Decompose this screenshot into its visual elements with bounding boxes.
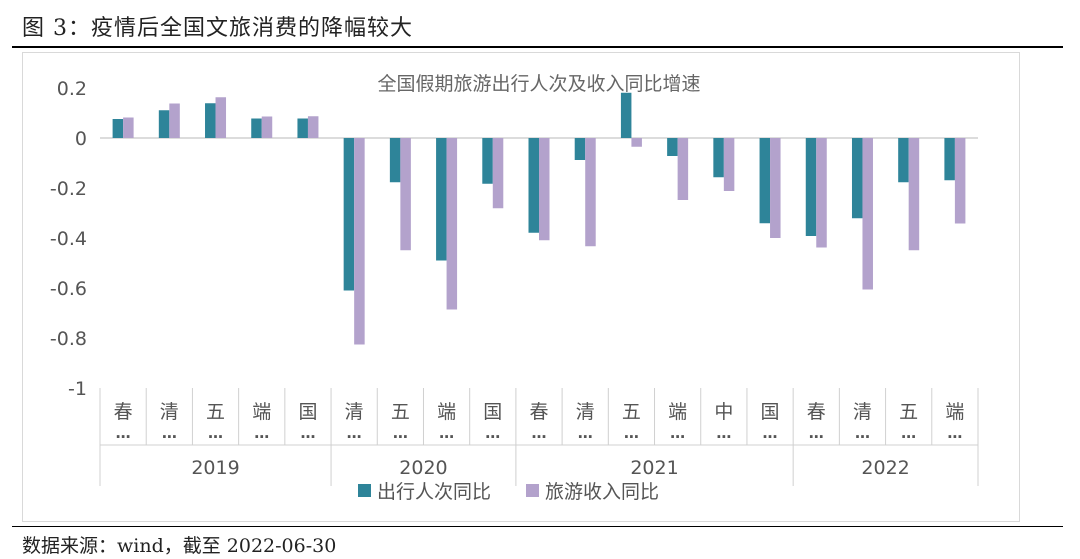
category-ellipsis: …	[855, 424, 870, 442]
category-label-6: 五	[391, 401, 410, 423]
y-tick-label: -0.8	[50, 328, 87, 350]
category-label-14: 国	[761, 401, 780, 423]
year-label-2022: 2022	[861, 457, 909, 479]
category-ellipsis: …	[670, 424, 685, 442]
bar-revenue-6	[400, 138, 411, 251]
category-ellipsis: …	[532, 424, 547, 442]
bar-revenue-5	[354, 138, 365, 345]
bar-travel-11	[620, 92, 632, 138]
bar-travel-12	[667, 138, 678, 156]
category-ellipsis: …	[809, 424, 824, 442]
y-tick-label: 0.2	[57, 78, 87, 100]
category-ellipsis: …	[578, 424, 593, 442]
category-label-16: 清	[853, 401, 872, 423]
legend-label-revenue: 旅游收入同比	[545, 481, 659, 503]
bar-revenue-9	[539, 138, 550, 241]
category-label-13: 中	[714, 401, 733, 423]
y-tick-label: -1	[68, 378, 87, 400]
bar-travel-3	[251, 118, 262, 138]
bar-travel-9	[528, 138, 539, 233]
bar-travel-1	[158, 110, 170, 138]
category-label-2: 五	[206, 401, 225, 423]
y-tick-label: -0.4	[50, 228, 87, 250]
bar-revenue-18	[954, 138, 966, 224]
category-label-11: 五	[622, 401, 641, 423]
bar-revenue-14	[770, 138, 781, 238]
legend-swatch-travel	[358, 484, 371, 497]
bar-revenue-1	[169, 103, 180, 138]
bar-travel-0	[112, 119, 124, 138]
category-ellipsis: …	[347, 424, 362, 442]
legend-label-travel: 出行人次同比	[377, 481, 491, 503]
category-ellipsis: …	[439, 424, 454, 442]
bar-travel-18	[944, 138, 955, 181]
bar-revenue-4	[307, 116, 319, 138]
bar-revenue-2	[215, 97, 227, 138]
category-label-12: 端	[668, 401, 687, 423]
category-ellipsis: …	[116, 424, 131, 442]
figure-title: 图 3：疫情后全国文旅消费的降幅较大	[22, 16, 413, 41]
category-ellipsis: …	[947, 424, 962, 442]
chart-panel	[22, 52, 1020, 522]
bar-revenue-0	[123, 117, 134, 138]
y-tick-label: 0	[75, 128, 87, 150]
bar-revenue-3	[261, 116, 273, 138]
category-ellipsis: …	[208, 424, 223, 442]
y-tick-label: -0.2	[50, 178, 87, 200]
bar-revenue-8	[492, 138, 504, 209]
bar-travel-17	[898, 138, 909, 183]
bar-travel-8	[482, 138, 493, 184]
category-ellipsis: …	[763, 424, 778, 442]
bar-revenue-15	[816, 138, 827, 248]
category-ellipsis: …	[300, 424, 315, 442]
bar-travel-7	[436, 138, 447, 261]
bar-revenue-10	[585, 138, 596, 247]
bar-travel-6	[389, 138, 401, 183]
category-label-0: 春	[114, 401, 133, 423]
legend-swatch-revenue	[526, 484, 539, 497]
category-ellipsis: …	[901, 424, 916, 442]
bar-revenue-17	[908, 138, 920, 251]
category-ellipsis: …	[485, 424, 500, 442]
category-label-8: 国	[483, 401, 502, 423]
year-label-2021: 2021	[630, 457, 678, 479]
top-rule	[12, 46, 1063, 48]
category-ellipsis: …	[624, 424, 639, 442]
bottom-rule	[12, 526, 1063, 527]
category-label-15: 春	[807, 401, 826, 423]
bar-travel-4	[297, 118, 308, 138]
category-label-9: 春	[529, 401, 548, 423]
chart-title: 全国假期旅游出行人次及收入同比增速	[377, 73, 700, 95]
category-label-3: 端	[252, 401, 271, 423]
category-label-7: 端	[437, 401, 456, 423]
y-tick-label: -0.6	[50, 278, 87, 300]
bar-travel-13	[713, 138, 724, 178]
category-label-1: 清	[160, 401, 179, 423]
bar-revenue-16	[862, 138, 873, 290]
bar-travel-14	[759, 138, 771, 224]
category-label-17: 五	[899, 401, 918, 423]
year-label-2020: 2020	[399, 457, 447, 479]
bar-travel-15	[805, 138, 817, 236]
year-label-2019: 2019	[191, 457, 239, 479]
bar-revenue-7	[446, 138, 458, 310]
bar-travel-10	[574, 138, 586, 160]
bar-travel-16	[851, 138, 863, 219]
bar-revenue-11	[631, 138, 642, 147]
category-ellipsis: …	[393, 424, 408, 442]
category-ellipsis: …	[162, 424, 177, 442]
category-ellipsis: …	[254, 424, 269, 442]
bar-revenue-13	[723, 138, 735, 191]
bar-travel-2	[205, 103, 216, 138]
category-label-4: 国	[298, 401, 317, 423]
category-label-18: 端	[945, 401, 964, 423]
category-label-5: 清	[345, 401, 364, 423]
bar-revenue-12	[677, 138, 689, 200]
bar-travel-5	[343, 138, 355, 291]
category-label-10: 清	[576, 401, 595, 423]
source-note: 数据来源：wind，截至 2022-06-30	[22, 535, 337, 557]
category-ellipsis: …	[716, 424, 731, 442]
